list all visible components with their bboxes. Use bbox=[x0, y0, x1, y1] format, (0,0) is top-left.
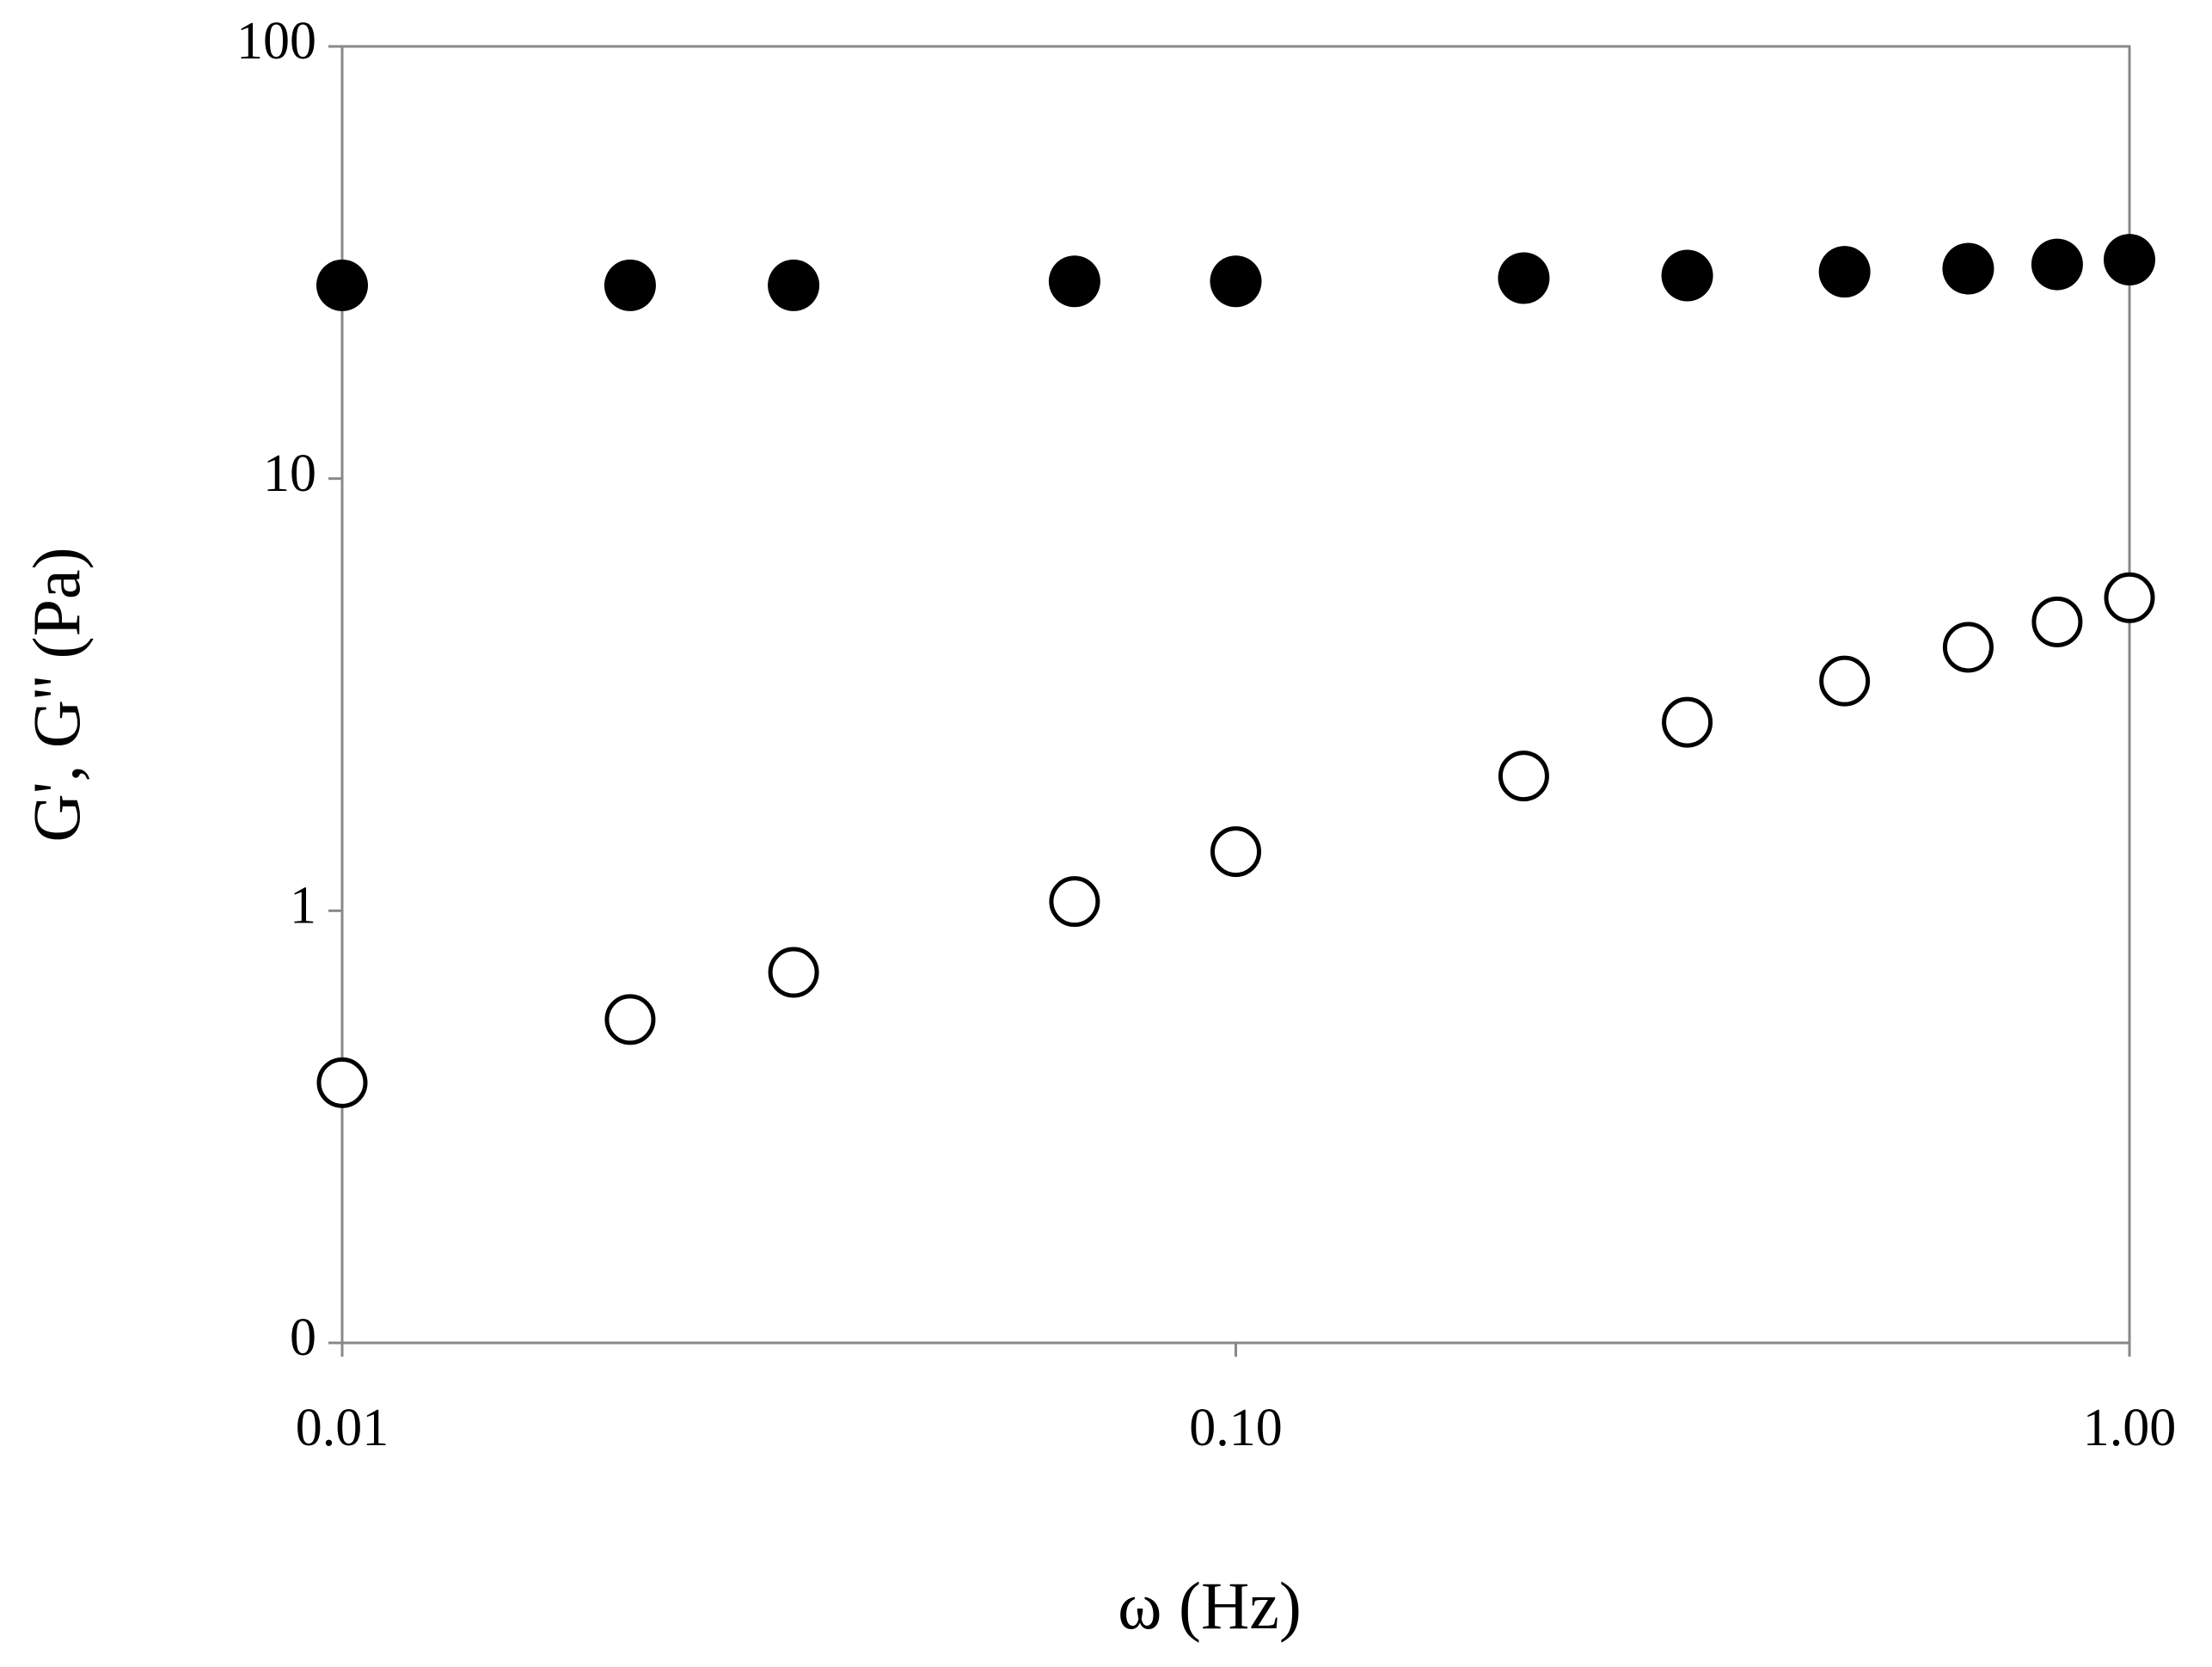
open-marker bbox=[1210, 826, 1261, 878]
filled-marker bbox=[1818, 246, 1871, 298]
filled-marker bbox=[768, 259, 820, 311]
open-marker bbox=[604, 994, 656, 1045]
open-marker bbox=[1942, 622, 1994, 673]
filled-marker bbox=[604, 259, 656, 311]
open-marker bbox=[768, 947, 819, 998]
filled-marker bbox=[2031, 238, 2083, 291]
filled-marker bbox=[1942, 242, 1994, 295]
open-marker bbox=[1662, 696, 1713, 748]
x-tick-label: 0.01 bbox=[296, 1399, 389, 1457]
open-marker bbox=[1049, 876, 1100, 928]
y-tick-label: 1 bbox=[290, 877, 316, 935]
filled-marker bbox=[316, 259, 368, 311]
filled-marker bbox=[1048, 255, 1100, 308]
open-marker bbox=[316, 1057, 368, 1108]
y-axis-title: G', G'' (Pa) bbox=[19, 547, 94, 842]
x-tick-label: 0.10 bbox=[1189, 1399, 1283, 1457]
filled-marker bbox=[1210, 255, 1262, 308]
open-marker bbox=[2031, 596, 2083, 647]
filled-marker bbox=[1661, 249, 1713, 302]
open-marker bbox=[1819, 655, 1871, 707]
filled-marker bbox=[2104, 234, 2155, 286]
y-tick-label: 10 bbox=[263, 444, 316, 503]
y-tick-label: 0 bbox=[290, 1308, 316, 1367]
y-tick-label: 100 bbox=[236, 12, 316, 70]
open-marker bbox=[1498, 751, 1549, 802]
filled-marker bbox=[1498, 252, 1550, 304]
x-tick-label: 1.00 bbox=[2083, 1399, 2177, 1457]
open-marker bbox=[2104, 572, 2155, 623]
x-axis-title: ω (Hz) bbox=[1118, 1568, 1302, 1643]
